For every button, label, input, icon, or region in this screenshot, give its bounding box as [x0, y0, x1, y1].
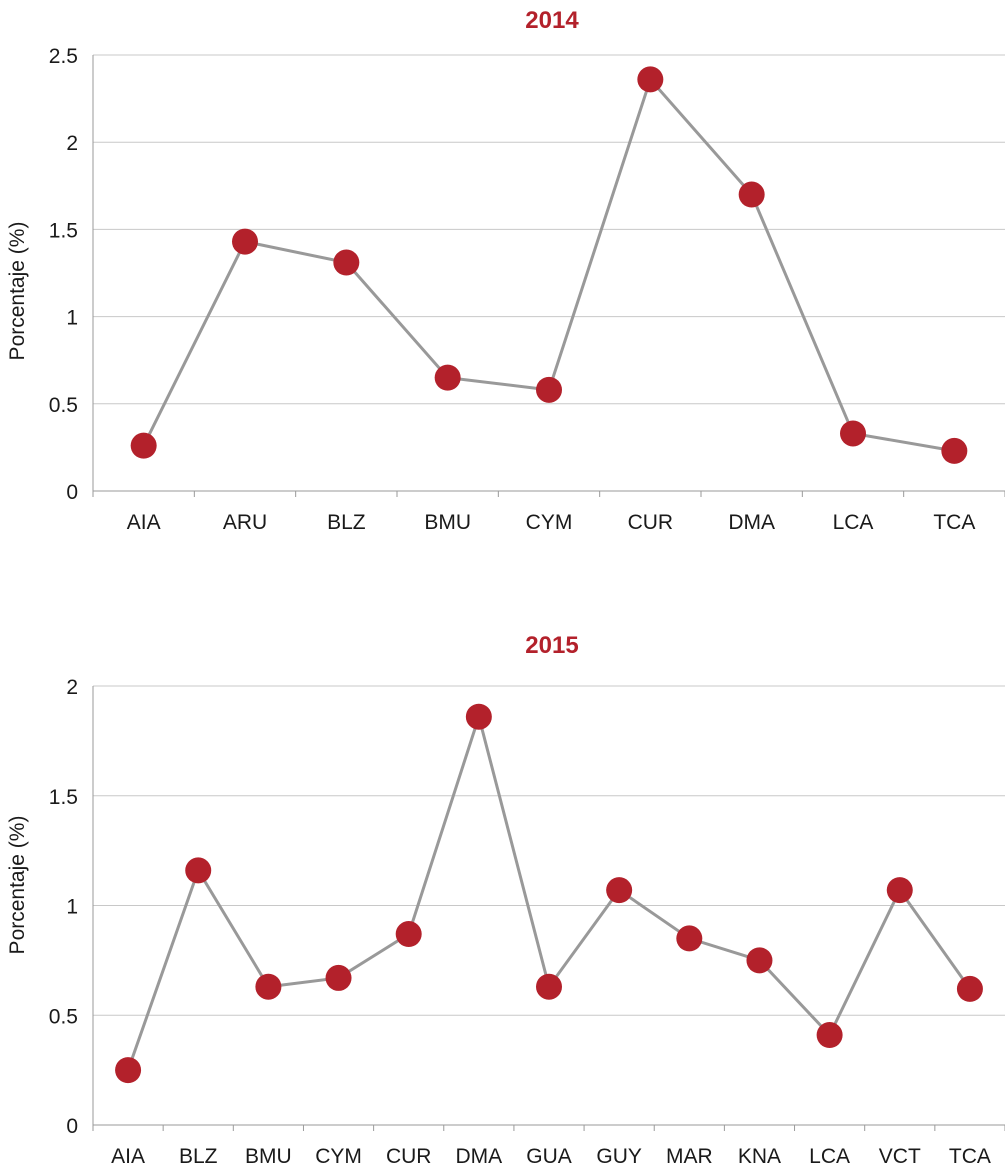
data-point: [130, 432, 157, 459]
y-tick-label: 0: [66, 1115, 78, 1138]
data-point: [333, 249, 360, 276]
data-point: [434, 364, 461, 391]
data-point: [637, 66, 664, 93]
x-tick-labels: AIA BLZ BMU CYM CUR DMA GUA GUY MAR KNA LCA VCT TCA: [111, 1145, 991, 1168]
data-point: [816, 1022, 843, 1049]
x-tick-label: DMA: [728, 511, 775, 534]
data-point: [941, 437, 968, 464]
y-axis-label: Porcentaje (%): [6, 222, 29, 361]
y-tick-label: 2: [66, 676, 78, 699]
series: [115, 703, 983, 1084]
x-tick-label: MAR: [666, 1145, 713, 1168]
data-point: [465, 703, 492, 730]
chart-2014: 2014 Porcentaje (%) 0 0.5 1 1.5 2 2.5 AIA ARU B…: [6, 7, 1005, 534]
data-point: [325, 964, 352, 991]
x-tick-label: BLZ: [327, 511, 366, 534]
chart-2015: 2015 Porcentaje (%) 0 0.5 1 1.5 2 AIA BLZ BMU C…: [6, 632, 1005, 1168]
data-point: [738, 181, 765, 208]
data-point: [232, 228, 258, 255]
y-tick-label: 1.5: [49, 219, 78, 242]
y-tick-label: 1.5: [49, 786, 78, 809]
x-tick-label: GUY: [596, 1145, 642, 1168]
y-tick-label: 0: [66, 481, 78, 504]
series-line: [126, 711, 972, 1071]
data-point: [395, 921, 422, 948]
x-tick-label: TCA: [949, 1145, 991, 1168]
data-point: [115, 1057, 142, 1084]
y-tick-label: 2.5: [49, 45, 78, 68]
data-point: [185, 857, 212, 884]
data-point: [255, 973, 282, 1000]
x-tick-label: CUR: [628, 511, 674, 534]
x-tick-label: AIA: [127, 511, 161, 534]
x-tick-label: BMU: [245, 1145, 292, 1168]
chart-title: 2014: [525, 7, 579, 34]
data-point: [746, 947, 773, 974]
x-tick-label: LCA: [833, 511, 874, 534]
y-tick-label: 0.5: [49, 394, 78, 417]
x-tick-label: KNA: [738, 1145, 781, 1168]
y-tick-label: 0.5: [49, 1005, 78, 1028]
gridlines: [93, 685, 1005, 1016]
x-tick-label: LCA: [809, 1145, 850, 1168]
y-axis-label: Porcentaje (%): [6, 816, 29, 955]
data-point: [676, 925, 703, 952]
data-point: [956, 975, 983, 1002]
data-point: [536, 376, 562, 403]
axes: [92, 55, 1005, 497]
y-tick-label: 1: [66, 896, 78, 919]
x-tick-label: VCT: [879, 1145, 921, 1168]
x-tick-label: GUA: [526, 1145, 572, 1168]
x-tick-label: BMU: [424, 511, 471, 534]
x-tick-label: CYM: [315, 1145, 362, 1168]
x-tick-label: BLZ: [179, 1145, 218, 1168]
x-tick-label: TCA: [933, 511, 975, 534]
x-tick-label: DMA: [456, 1145, 503, 1168]
y-tick-label: 1: [66, 307, 78, 330]
x-tick-label: AIA: [111, 1145, 145, 1168]
axes: [92, 686, 1005, 1131]
x-tick-label: CYM: [526, 511, 573, 534]
data-point: [886, 877, 913, 904]
data-point: [606, 877, 633, 904]
data-point: [536, 973, 562, 1000]
y-tick-labels: 0 0.5 1 1.5 2 2.5: [49, 45, 78, 504]
data-point: [840, 420, 866, 447]
gridlines: [93, 54, 1005, 405]
chart-title: 2015: [525, 632, 578, 659]
y-tick-label: 2: [66, 132, 78, 155]
series: [130, 66, 968, 464]
y-tick-labels: 0 0.5 1 1.5 2: [49, 676, 78, 1138]
x-tick-labels: AIA ARU BLZ BMU CYM CUR DMA LCA TCA: [127, 511, 976, 534]
x-tick-label: ARU: [223, 511, 267, 534]
x-tick-label: CUR: [386, 1145, 432, 1168]
